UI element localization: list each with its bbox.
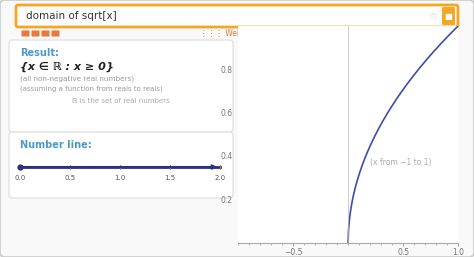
FancyBboxPatch shape: [16, 5, 458, 27]
FancyBboxPatch shape: [31, 31, 39, 36]
Text: ☆: ☆: [428, 11, 438, 21]
Text: domain of sqrt[x]: domain of sqrt[x]: [26, 11, 117, 21]
Text: ≡ Examples: ≡ Examples: [278, 29, 324, 38]
FancyBboxPatch shape: [42, 31, 49, 36]
Text: ⇄ Random: ⇄ Random: [335, 29, 375, 38]
Text: ⋮⋮⋮ Web Apps: ⋮⋮⋮ Web Apps: [200, 29, 263, 38]
Text: 1.0: 1.0: [114, 175, 126, 181]
Text: ℝ is the set of real numbers: ℝ is the set of real numbers: [72, 98, 170, 104]
Text: Result:: Result:: [20, 48, 59, 58]
Text: {x ∈ ℝ : x ≥ 0}: {x ∈ ℝ : x ≥ 0}: [20, 62, 114, 72]
FancyBboxPatch shape: [52, 31, 60, 36]
Text: 0.5: 0.5: [64, 175, 75, 181]
FancyBboxPatch shape: [442, 7, 455, 25]
Text: Number line:: Number line:: [20, 140, 92, 150]
Text: (assuming a function from reals to reals): (assuming a function from reals to reals…: [20, 86, 163, 92]
Text: ■: ■: [445, 12, 453, 21]
Text: (x from −1 to 1): (x from −1 to 1): [370, 158, 432, 167]
Text: 1.5: 1.5: [164, 175, 175, 181]
Text: 2.0: 2.0: [214, 175, 226, 181]
FancyBboxPatch shape: [9, 40, 233, 132]
Text: (all non-negative real numbers): (all non-negative real numbers): [20, 76, 134, 82]
FancyBboxPatch shape: [9, 132, 233, 198]
Text: 0.0: 0.0: [14, 175, 26, 181]
FancyBboxPatch shape: [21, 31, 29, 36]
